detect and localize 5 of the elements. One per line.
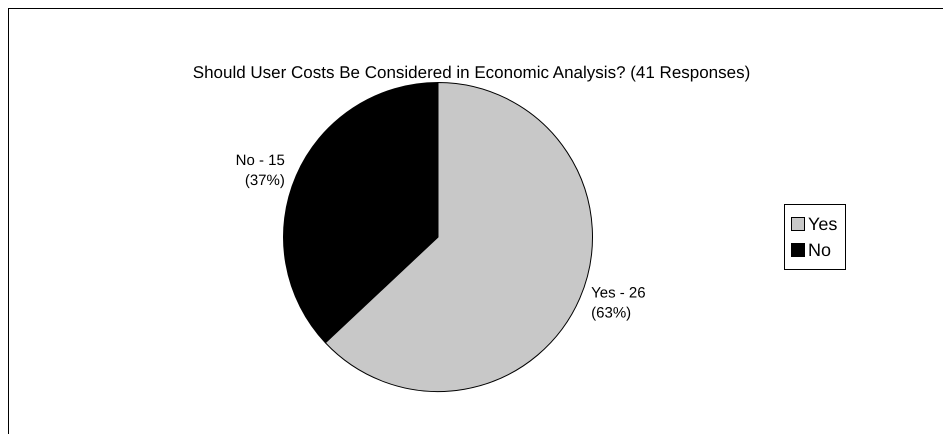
legend-label: No	[808, 239, 832, 262]
text: No - 15 (37%)	[236, 152, 285, 189]
chart-title: Should User Costs Be Considered in Economic Analysis? (41 Responses)	[192, 63, 752, 83]
legend-label: Yes	[808, 213, 838, 236]
text: Yes - 26 (63%)	[591, 284, 646, 322]
